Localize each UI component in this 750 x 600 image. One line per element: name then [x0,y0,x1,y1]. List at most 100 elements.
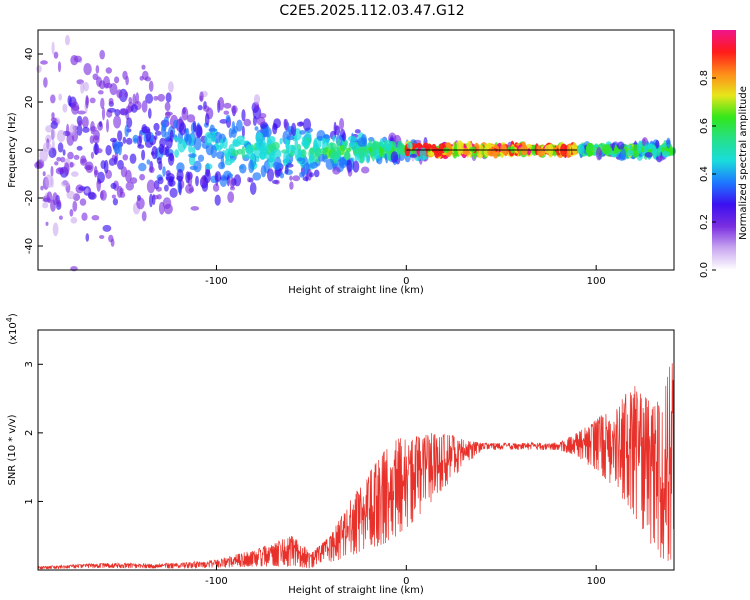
spectrogram-blob [141,211,147,222]
spectrogram-blob [265,127,269,137]
spectrogram-blob [148,166,155,174]
spectrogram-blob [168,81,174,93]
spectrogram-blob [146,179,156,194]
spectrogram-blob [364,146,368,158]
spectrogram-blob [259,151,266,160]
spectrogram-y-tick-label: 0 [24,147,35,153]
spectrogram-blob [231,129,237,138]
spectrogram-blob [238,140,248,146]
spectrogram-blob [45,221,49,226]
spectrogram-blob [309,153,315,164]
spectrogram-blob [156,157,162,165]
spectrogram-blob [69,161,74,168]
snr-x-tick-label: -100 [205,576,228,587]
spectrogram-blob [299,130,307,135]
spectrogram-blob [340,161,345,167]
colorbar-tick-label: 0.6 [699,118,710,134]
spectrogram-blob [236,119,243,132]
spectrogram-blob [164,101,171,112]
spectrogram-blob [314,147,322,158]
spectrogram-blob [178,181,182,196]
spectrogram-blob [231,105,238,114]
spectrogram-blob [346,159,353,173]
spectrogram-blob [56,156,62,162]
spectrogram-blob [122,70,128,80]
spectrogram-blob [158,143,165,154]
spectrogram-y-tick-label: 40 [24,48,35,61]
spectrogram-blob [241,109,246,122]
spectrogram-blob [352,160,360,173]
spectrogram-blob [50,121,58,130]
spectrogram-blob [142,70,149,81]
spectrogram-blob [354,129,361,134]
spectrogram-blob [84,188,89,194]
spectrogram-blob [99,49,105,60]
spectrogram-x-label: Height of straight line (km) [288,285,424,296]
spectrogram-blob [313,169,320,178]
spectrogram-blob [62,103,68,113]
spectrogram-blob [390,151,399,163]
spectrogram-blob [107,107,117,113]
spectrogram-blob [173,136,180,141]
spectrogram-blob [289,150,294,158]
spectrogram-blob [56,129,66,143]
spectrogram-blob [80,158,88,166]
spectrogram-blob [627,144,633,150]
spectrogram-blob [302,176,309,182]
spectrogram-blob [110,137,118,143]
spectrogram-blob [114,156,118,165]
spectrogram-blob [657,155,665,161]
spectrogram-blob [141,64,146,70]
spectrogram-blob [252,115,257,126]
figure-title: C2E5.2025.112.03.47.G12 [279,3,464,19]
spectrogram-blob [113,140,121,154]
spectrogram-blob [97,90,104,95]
spectrogram-blob [158,201,165,215]
spectrogram-blob [216,151,225,160]
spectrogram-blob [157,176,164,185]
snr-panel: -100 0 100 1 2 3 Height of straight line (km)… [5,313,675,596]
snr-series-line [37,363,675,570]
spectrogram-blob [666,137,671,149]
spectrogram-blob [169,153,174,162]
spectrogram-blob [42,202,49,209]
spectrogram-blob [297,157,303,162]
spectrogram-blob [276,149,282,159]
spectrogram-blob [153,95,159,101]
spectrogram-blob [219,174,228,187]
spectrogram-blob [43,77,48,88]
spectrogram-blob [185,171,191,184]
spectrogram-blob [617,141,625,150]
spectrogram-blob [122,136,127,144]
spectrogram-axes: -100 0 100 -40 -20 0 20 40 [24,48,606,287]
snr-x-tick-label: 0 [403,576,409,587]
spectrogram-blob [125,137,133,145]
spectrogram-blob [145,93,154,104]
spectrogram-blob [269,151,277,162]
spectrogram-blob [165,111,173,116]
spectrogram-blob [227,191,235,203]
spectrogram-blob [111,194,116,199]
spectrogram-blob [204,163,213,170]
spectrogram-blob [149,193,153,208]
spectrogram-blob [652,145,658,160]
spectrogram-blob [332,135,336,142]
spectrogram-blob [190,206,200,211]
spectrogram-blob [255,140,265,151]
spectrogram-blob [292,175,301,182]
spectrogram-blob [225,114,231,123]
spectrogram-blob [165,170,171,177]
spectrogram-y-tick-label: -20 [24,190,35,206]
spectrogram-blob [129,153,137,164]
spectrogram-blob [260,165,267,178]
spectrogram-blob [153,122,160,132]
spectrogram-blob [83,63,92,76]
spectrogram-blob [138,162,147,172]
spectrogram-blob [105,145,112,156]
spectrogram-blob [95,65,100,74]
spectrogram-blob [254,126,259,131]
spectrogram-blob [384,139,393,152]
spectrogram-blob [241,145,246,159]
spectrogram-blob [72,200,78,212]
